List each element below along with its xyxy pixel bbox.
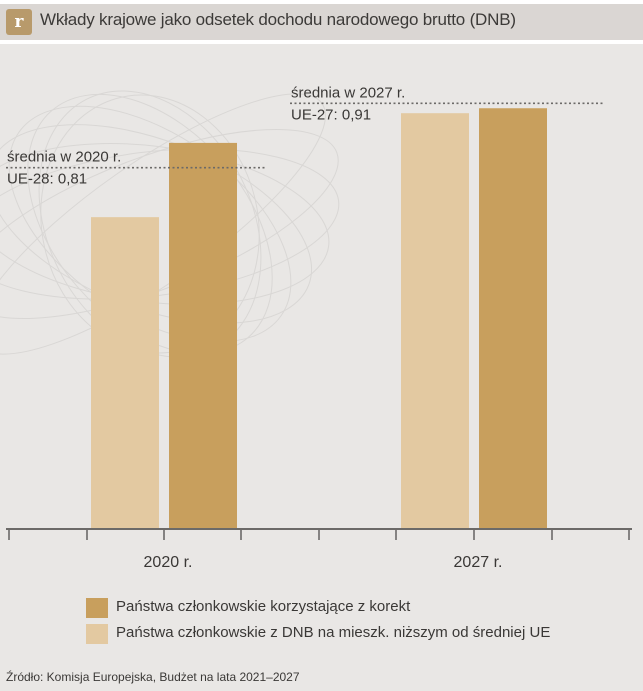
x-tick-label-2020: 2020 r. [144, 554, 193, 571]
bar-dnb-2020 [91, 217, 159, 529]
figure-header: r Wkłady krajowe jako odsetek dochodu na… [0, 0, 643, 44]
x-tick-label-2027: 2027 r. [454, 554, 503, 571]
title-bar [0, 4, 643, 40]
bar-chart: średnia w 2020 r. UE-28: 0,81 średnia w 20… [0, 84, 632, 571]
logo-glyph: r [14, 12, 24, 32]
average-value-2027: UE-27: 0,91 [291, 106, 371, 123]
chart-title: Wkłady krajowe jako odsetek dochodu naro… [40, 10, 516, 29]
bar-korekty-2027 [479, 108, 547, 529]
legend-swatch-dnb [86, 624, 108, 644]
swirl-ring [8, 105, 292, 343]
legend-label-dnb: Państwa członkowskie z DNB na mieszk. ni… [116, 624, 551, 641]
average-label-2020: średnia w 2020 r. [7, 149, 121, 166]
x-axis: 2020 r. 2027 r. [6, 528, 632, 571]
logo-icon: r [6, 9, 32, 35]
bar-dnb-2027 [401, 113, 469, 529]
legend-swatch-korekty [86, 598, 108, 618]
legend-label-korekty: Państwa członkowskie korzystające z kore… [116, 598, 411, 615]
source-note: Źródło: Komisja Europejska, Budżet na la… [6, 670, 300, 684]
average-label-2027: średnia w 2027 r. [291, 84, 405, 101]
bars-layer [91, 108, 547, 529]
average-annotations: średnia w 2020 r. UE-28: 0,81 średnia w 20… [6, 84, 604, 188]
average-value-2020: UE-28: 0,81 [7, 171, 87, 188]
bar-korekty-2020 [169, 142, 237, 529]
